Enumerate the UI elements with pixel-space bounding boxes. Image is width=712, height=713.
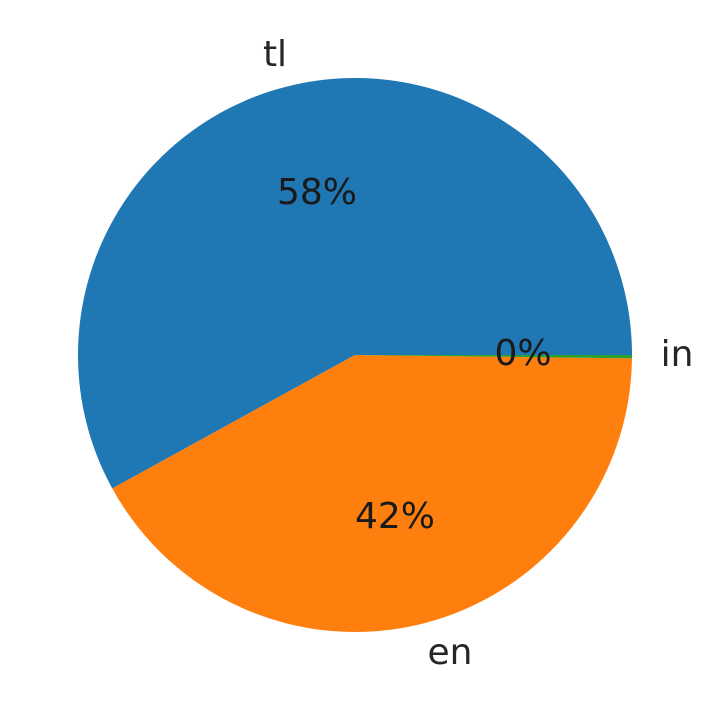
pie-slice-en xyxy=(112,355,632,632)
pie-slice-tl xyxy=(77,78,633,489)
pie-slice-group xyxy=(77,78,633,632)
pie-slice-in xyxy=(355,355,632,359)
